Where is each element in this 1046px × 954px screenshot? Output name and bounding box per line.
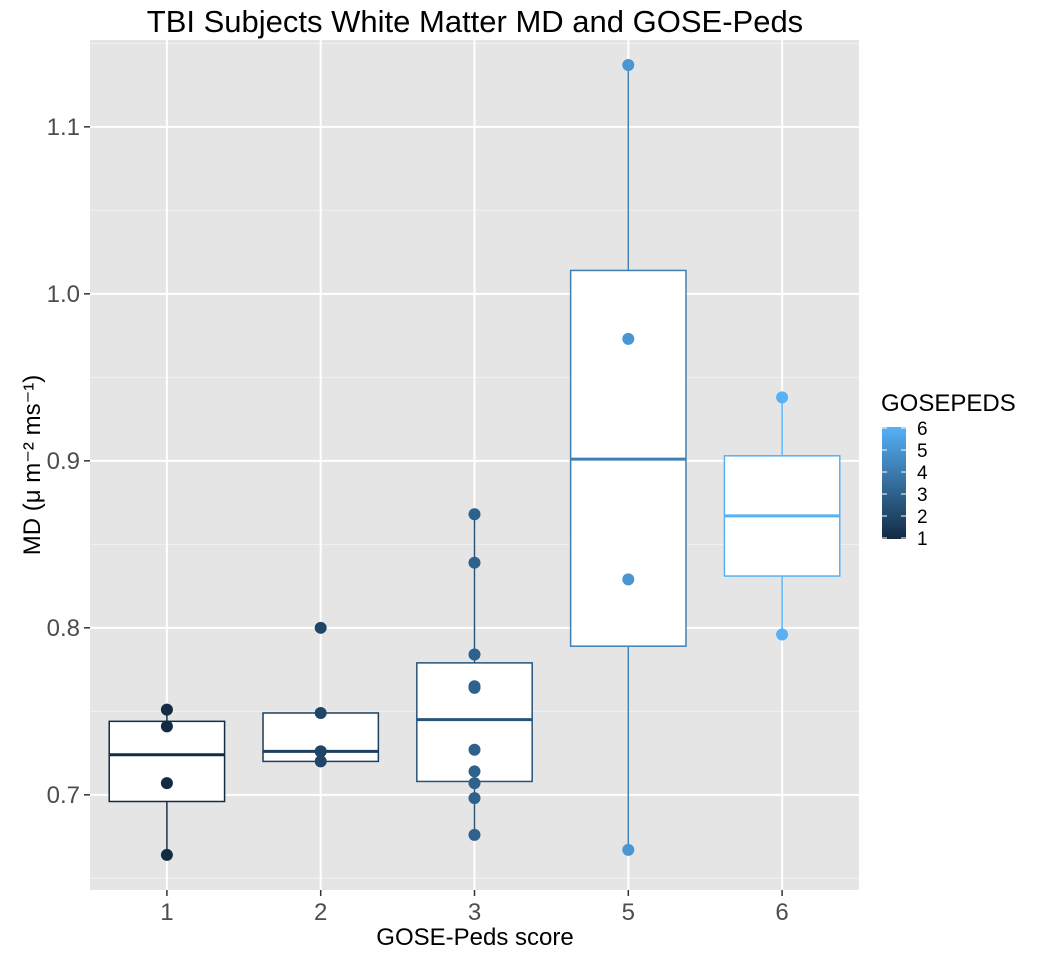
points: [160, 59, 789, 861]
data-point: [468, 777, 481, 790]
data-point: [314, 745, 327, 758]
data-point: [160, 848, 173, 861]
data-point: [468, 828, 481, 841]
data-point: [776, 391, 789, 404]
data-point: [622, 843, 635, 856]
y-tick-label: 1.1: [47, 114, 80, 141]
data-point: [160, 720, 173, 733]
data-point: [622, 332, 635, 345]
axes: 0.7 0.8 0.9 1.0 1.1 1 2 3 5 6: [47, 114, 789, 926]
data-point: [468, 648, 481, 661]
legend-label: 2: [917, 507, 928, 528]
data-point: [314, 706, 327, 719]
data-point: [468, 508, 481, 521]
data-point: [776, 628, 789, 641]
data-point: [468, 556, 481, 569]
data-point: [622, 59, 635, 72]
y-axis-title: MD (μ m⁻² ms⁻¹): [19, 375, 46, 555]
data-point: [468, 681, 481, 694]
data-point: [468, 743, 481, 756]
legend-label: 6: [917, 419, 928, 440]
data-point: [160, 703, 173, 716]
y-tick-label: 0.9: [47, 448, 80, 475]
data-point: [314, 621, 327, 634]
x-tick-label: 2: [314, 899, 327, 926]
legend-colorbar: [882, 427, 906, 539]
chart-title: TBI Subjects White Matter MD and GOSE-Pe…: [147, 4, 803, 39]
data-point: [468, 792, 481, 805]
legend-label: 5: [917, 441, 928, 462]
legend-label: 3: [917, 485, 928, 506]
y-tick-label: 0.8: [47, 615, 80, 642]
x-tick-label: 3: [468, 899, 481, 926]
x-axis-title: GOSE-Peds score: [376, 924, 573, 951]
legend-label: 1: [917, 529, 928, 550]
data-point: [160, 777, 173, 790]
box-iqr: [108, 720, 226, 803]
y-tick-label: 0.7: [47, 782, 80, 809]
legend-title: GOSEPEDS: [881, 390, 1016, 417]
x-tick-label: 6: [775, 899, 788, 926]
data-point: [468, 765, 481, 778]
y-tick-label: 1.0: [47, 281, 80, 308]
box-6: [723, 397, 841, 635]
x-tick-label: 1: [160, 899, 173, 926]
data-point: [622, 573, 635, 586]
data-point: [314, 755, 327, 768]
legend-label: 4: [917, 463, 928, 484]
x-tick-label: 5: [622, 899, 635, 926]
